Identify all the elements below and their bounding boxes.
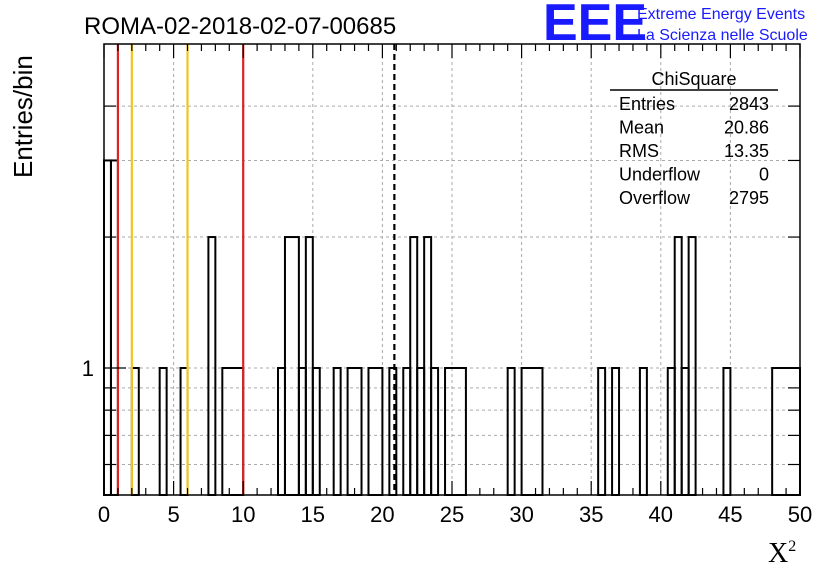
stats-row-value-entries: 2843 — [729, 94, 769, 114]
stats-box-title: ChiSquare — [651, 69, 736, 89]
y-tick-labels: 1 — [82, 356, 94, 381]
stats-row-value-rms: 13.35 — [724, 141, 769, 161]
x-tick-label-10: 50 — [788, 502, 812, 527]
stats-row-label-rms: RMS — [619, 141, 659, 161]
x-axis-label-base: X — [768, 538, 788, 569]
x-tick-label-5: 25 — [440, 502, 464, 527]
axes — [103, 43, 801, 496]
stats-row-label-overflow: Overflow — [619, 188, 691, 208]
stats-row-value-underflow: 0 — [759, 165, 769, 185]
y-axis-label: Entries/bin — [8, 55, 38, 178]
x-axis-label-superscript: 2 — [788, 538, 796, 555]
marker-lines — [116, 44, 396, 495]
stats-row-label-mean: Mean — [619, 118, 664, 138]
grid-lines — [104, 44, 800, 495]
x-tick-label-7: 35 — [579, 502, 603, 527]
stats-row-value-mean: 20.86 — [724, 118, 769, 138]
x-tick-label-1: 5 — [167, 502, 179, 527]
eee-logo-line2: La Scienza nelle Scuole — [637, 27, 808, 44]
chart-title: ROMA-02-2018-02-07-00685 — [84, 13, 396, 40]
eee-logo-line1: Extreme Energy Events — [637, 6, 805, 23]
x-tick-label-0: 0 — [98, 502, 110, 527]
x-tick-label-9: 45 — [718, 502, 742, 527]
x-tick-label-8: 40 — [649, 502, 673, 527]
stats-row-label-underflow: Underflow — [619, 165, 701, 185]
x-tick-label-6: 30 — [509, 502, 533, 527]
stats-row-label-entries: Entries — [619, 94, 675, 114]
x-tick-labels: 0 5 10 15 20 25 30 35 40 45 50 — [98, 502, 812, 527]
x-axis-label: X2 — [768, 538, 796, 569]
stats-box: ChiSquare Entries 2843 Mean 20.86 RMS 13.35 Un… — [610, 69, 778, 208]
x-tick-label-4: 20 — [370, 502, 394, 527]
stats-row-value-overflow: 2795 — [729, 188, 769, 208]
y-tick-label-0: 1 — [82, 356, 94, 381]
eee-logo: EEE Extreme Energy Events La Scienza nel… — [543, 0, 808, 52]
x-tick-label-2: 10 — [231, 502, 255, 527]
x-tick-label-3: 15 — [301, 502, 325, 527]
